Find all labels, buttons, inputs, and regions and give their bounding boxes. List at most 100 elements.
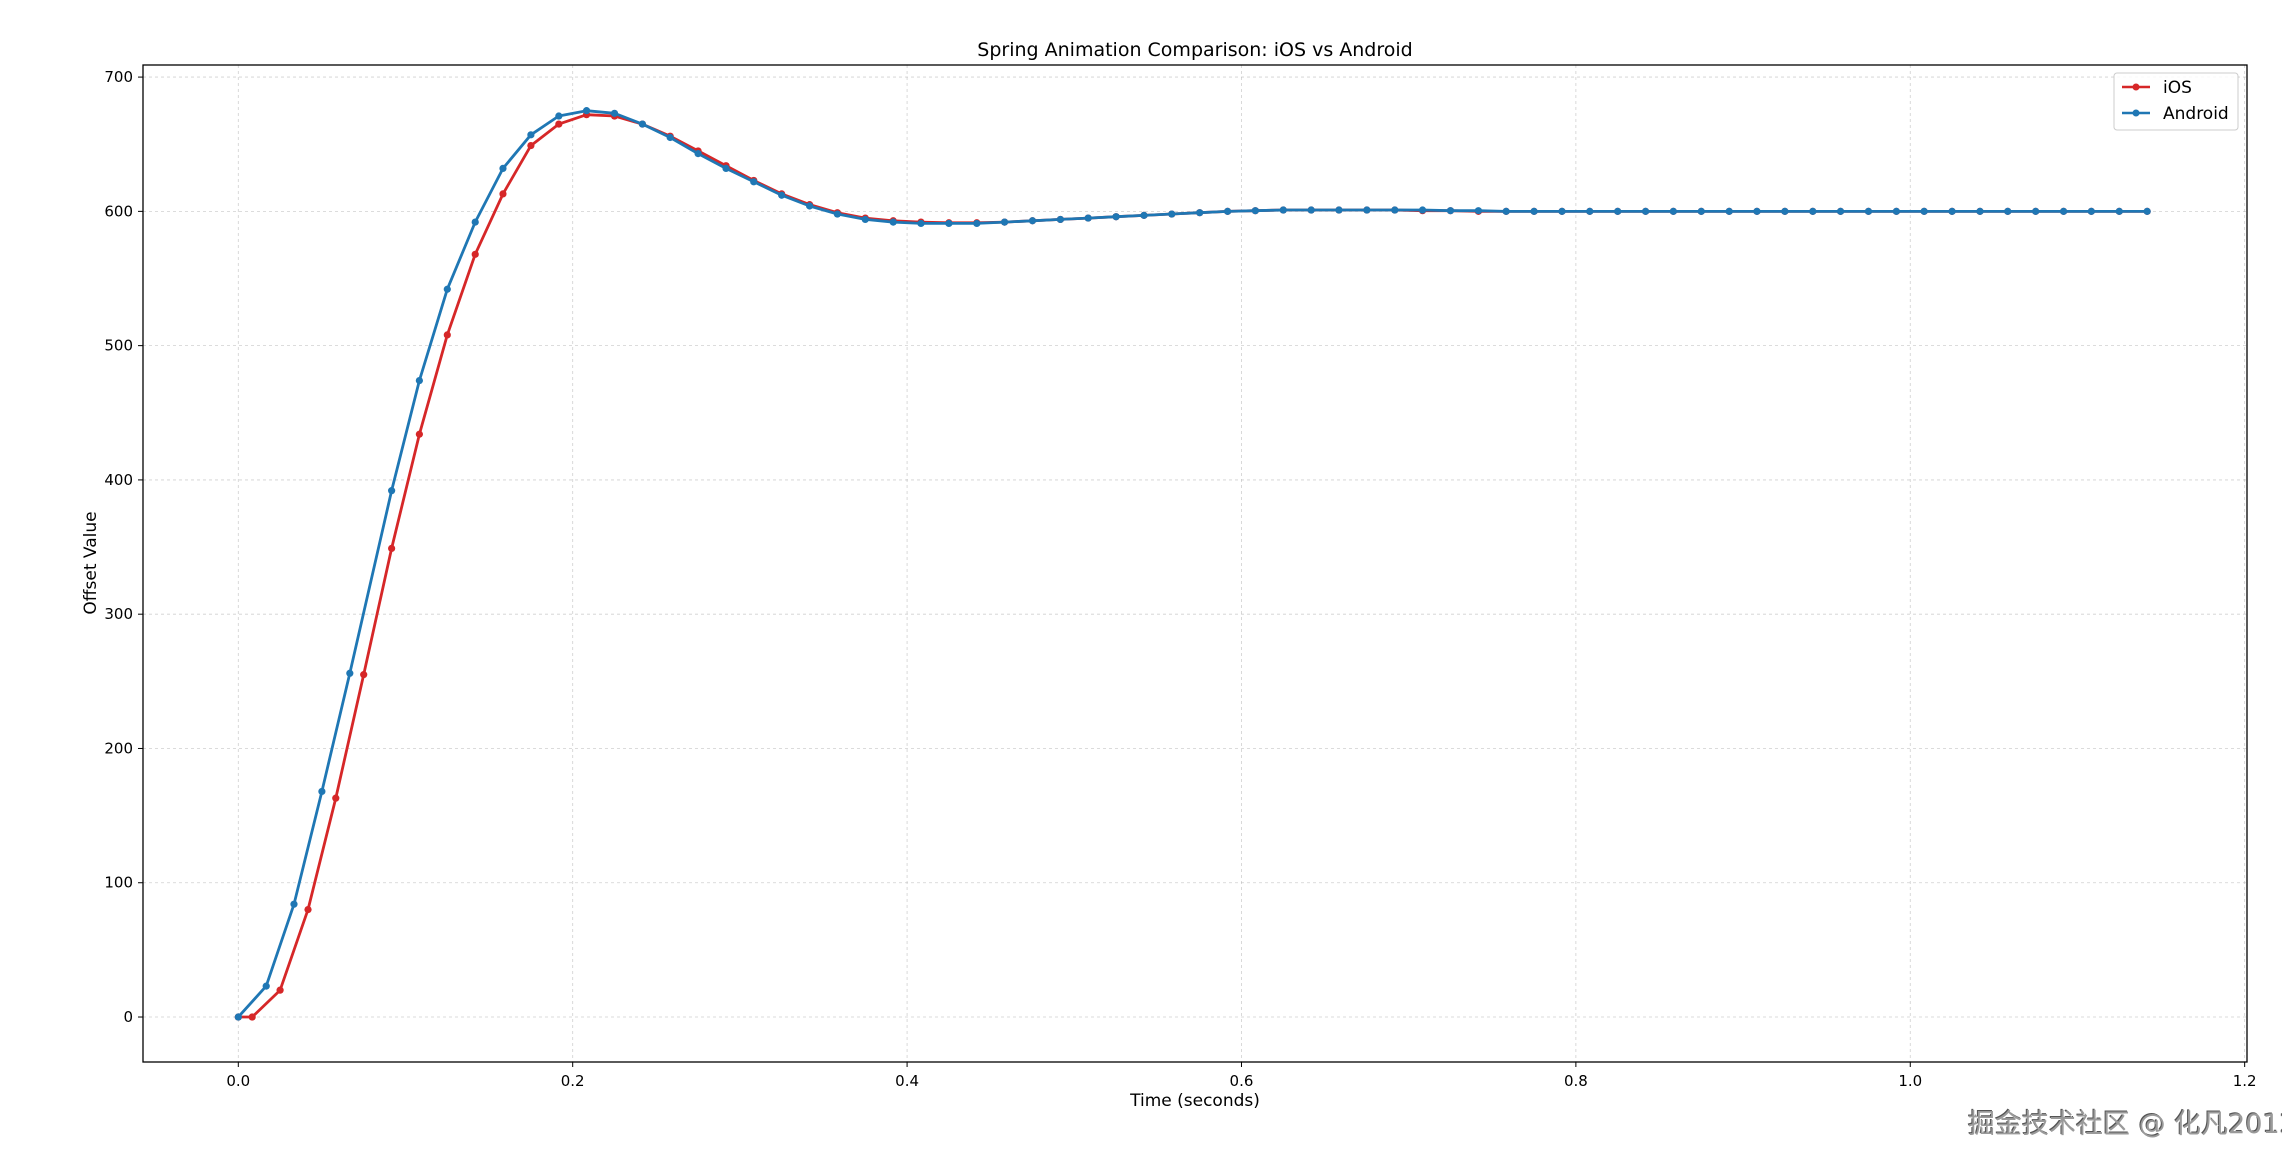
plot-frame — [142, 64, 2248, 1063]
android-data-point — [234, 1013, 242, 1021]
series-group — [234, 107, 2151, 1021]
android-data-point — [1000, 218, 1009, 226]
android-data-point — [1697, 207, 1705, 215]
x-tick-label: 0.0 — [226, 1072, 250, 1090]
android-data-point — [1809, 207, 1817, 215]
chart-title: Spring Animation Comparison: iOS vs Andr… — [977, 39, 1412, 61]
android-data-point — [945, 219, 953, 228]
ios-data-point — [332, 794, 340, 802]
android-data-point — [1056, 215, 1065, 224]
android-data-point — [1530, 207, 1538, 215]
legend-android-label: Android — [2163, 104, 2229, 124]
android-data-point — [1391, 206, 1399, 214]
android-data-point — [1836, 207, 1845, 215]
android-data-point — [1474, 207, 1482, 215]
ios-data-point — [276, 986, 284, 994]
ios-data-point — [248, 1013, 256, 1021]
x-tick-label: 0.8 — [1564, 1072, 1588, 1090]
series-ios — [234, 111, 2151, 1021]
y-tick-label: 500 — [104, 337, 133, 355]
android-data-point — [1641, 207, 1650, 215]
android-data-point — [889, 218, 897, 226]
ios-data-point — [415, 430, 423, 438]
android-data-point — [1112, 213, 1120, 221]
y-tick-label: 400 — [104, 471, 133, 489]
android-data-point — [1168, 210, 1176, 218]
android-data-point — [443, 285, 451, 293]
android-data-point — [694, 150, 702, 158]
android-data-point — [2059, 207, 2068, 215]
android-data-point — [1586, 207, 1594, 215]
ios-data-point — [443, 331, 451, 339]
x-tick-label: 0.4 — [895, 1072, 919, 1090]
series-android — [234, 107, 2151, 1021]
android-data-point — [861, 215, 869, 224]
android-data-point — [1418, 206, 1427, 214]
android-data-point — [1084, 214, 1092, 222]
android-data-point — [1976, 207, 1984, 215]
android-data-point — [1279, 206, 1287, 214]
android-data-point — [750, 178, 758, 186]
android-data-point — [1725, 207, 1733, 215]
x-axis-label: Time (seconds) — [1129, 1091, 1260, 1111]
x-axis-ticks: 0.0 0.2 0.4 0.6 0.8 1.0 1.2 — [226, 1062, 2257, 1090]
android-data-point — [2004, 207, 2012, 215]
ios-data-point — [527, 141, 535, 150]
android-data-point — [722, 164, 730, 172]
android-data-point — [638, 120, 647, 128]
android-data-point — [1781, 207, 1789, 215]
watermark: 掘金技术社区 @ 化凡2012 — [1968, 1109, 2282, 1140]
ios-data-point — [388, 544, 396, 552]
android-data-point — [610, 109, 619, 117]
android-data-point — [415, 376, 423, 385]
grid-lines — [143, 65, 2247, 1062]
android-data-point — [388, 487, 396, 495]
android-data-point — [1028, 217, 1037, 225]
android-data-point — [1864, 207, 1873, 215]
android-data-point — [1753, 207, 1761, 215]
android-data-point — [2143, 207, 2151, 215]
android-data-point — [346, 669, 354, 677]
android-data-point — [1363, 206, 1371, 214]
y-tick-label: 0 — [123, 1008, 133, 1026]
android-data-point — [1140, 211, 1148, 219]
android-data-point — [2087, 207, 2095, 215]
android-data-point — [1196, 209, 1204, 217]
android-data-point — [499, 164, 507, 172]
y-axis-label: Offset Value — [81, 511, 101, 614]
x-tick-label: 0.6 — [1230, 1072, 1254, 1090]
android-data-point — [290, 900, 298, 908]
android-data-point — [1502, 207, 1510, 215]
ios-data-point — [304, 905, 312, 914]
android-data-point — [973, 219, 981, 228]
y-axis-ticks: 0 100 200 300 400 500 600 700 — [104, 68, 143, 1026]
legend-ios-label: iOS — [2163, 78, 2192, 98]
android-data-point — [778, 191, 786, 199]
android-data-point — [1446, 207, 1455, 215]
android-data-point — [1558, 207, 1566, 215]
ios-data-point — [499, 190, 507, 198]
ios-data-point — [555, 120, 563, 128]
y-tick-label: 600 — [104, 202, 133, 220]
android-data-point — [1920, 207, 1928, 215]
android-data-point — [1948, 207, 1956, 215]
android-data-point — [1251, 207, 1259, 215]
android-data-point — [666, 133, 674, 142]
android-data-point — [262, 982, 270, 990]
y-tick-label: 300 — [104, 605, 133, 623]
android-data-point — [806, 202, 814, 210]
android-data-point — [555, 112, 563, 120]
android-data-point — [318, 787, 326, 796]
android-data-point — [1335, 206, 1343, 214]
ios-data-point — [360, 671, 368, 679]
ios-line — [238, 113, 2148, 1019]
legend-ios-marker — [2132, 83, 2140, 91]
x-tick-label: 0.2 — [561, 1072, 585, 1090]
legend: iOS Android — [2113, 72, 2239, 131]
y-tick-label: 200 — [104, 739, 133, 757]
android-data-point — [833, 210, 841, 218]
android-data-point — [1669, 207, 1677, 215]
x-tick-label: 1.2 — [2233, 1072, 2257, 1090]
legend-android-marker — [2132, 109, 2140, 117]
